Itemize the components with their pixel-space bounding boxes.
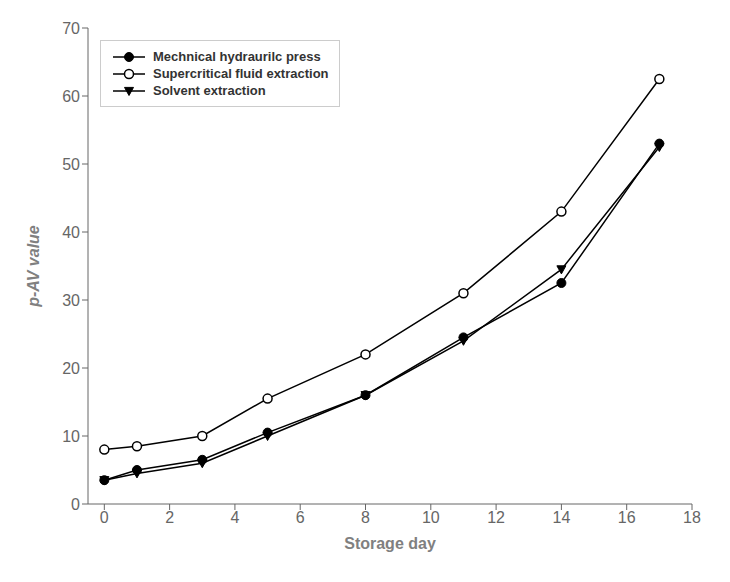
- svg-text:20: 20: [62, 360, 80, 377]
- svg-text:14: 14: [553, 509, 571, 526]
- svg-text:0: 0: [71, 496, 80, 513]
- svg-text:0: 0: [100, 509, 109, 526]
- svg-text:70: 70: [62, 20, 80, 37]
- svg-text:2: 2: [165, 509, 174, 526]
- html-text:Mechnical hydraurilc press: Mechnical hydraurilc press: [153, 49, 321, 64]
- svg-text:Storage day: Storage day: [344, 535, 436, 552]
- svg-text:30: 30: [62, 292, 80, 309]
- svg-text:8: 8: [361, 509, 370, 526]
- svg-text:10: 10: [422, 509, 440, 526]
- html-text:Supercritical fluid extraction: Supercritical fluid extraction: [153, 66, 329, 81]
- svg-text:16: 16: [618, 509, 636, 526]
- html-text:Solvent extraction: Solvent extraction: [153, 83, 266, 98]
- svg-text:p-AV value: p-AV value: [25, 225, 42, 308]
- svg-text:50: 50: [62, 156, 80, 173]
- svg-text:40: 40: [62, 224, 80, 241]
- svg-text:6: 6: [296, 509, 305, 526]
- svg-text:10: 10: [62, 428, 80, 445]
- svg-text:4: 4: [230, 509, 239, 526]
- svg-text:18: 18: [683, 509, 701, 526]
- svg-text:12: 12: [487, 509, 505, 526]
- svg-text:60: 60: [62, 88, 80, 105]
